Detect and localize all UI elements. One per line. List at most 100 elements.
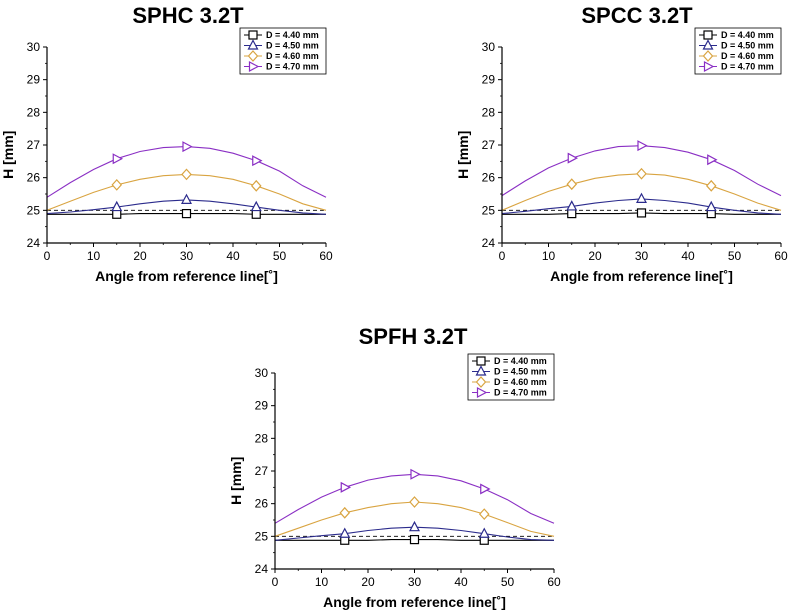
series-3-marker (182, 141, 193, 153)
y-tick-label: 27 (482, 138, 496, 152)
chart-panel-sphc: SPHC 3.2T 0 10 20 30 40 50 60 24 25 26 27 28 29 30 Angl… (0, 3, 333, 284)
series-1-marker (250, 200, 262, 212)
legend-label: D = 4.60 mm (721, 51, 774, 61)
series-1-marker (705, 200, 717, 212)
series-3-marker (707, 154, 718, 166)
series-1-marker (111, 200, 123, 212)
x-axis-label: Angle from reference line[˚] (95, 268, 278, 284)
series-3-marker (480, 483, 491, 495)
x-tick-label: 0 (44, 249, 51, 263)
y-tick-label: 26 (482, 171, 496, 185)
x-tick-label: 0 (272, 575, 279, 589)
y-tick-label: 24 (255, 562, 269, 576)
legend-label: D = 4.40 mm (266, 30, 319, 40)
series-3-marker (567, 152, 579, 164)
legend-marker (703, 61, 715, 72)
series-1-marker (566, 200, 578, 211)
x-tick-label: 60 (774, 249, 788, 263)
y-tick-label: 26 (27, 171, 41, 185)
y-tick-label: 26 (255, 497, 269, 511)
series-0-marker (567, 209, 577, 219)
x-tick-label: 30 (180, 249, 194, 263)
legend-marker (475, 365, 487, 376)
x-axis-label: Angle from reference line[˚] (550, 268, 733, 284)
x-tick-label: 10 (542, 249, 556, 263)
y-axis-label: H [mm] (455, 131, 471, 179)
x-tick-label: 20 (361, 575, 375, 589)
y-tick-label: 30 (27, 40, 41, 54)
series-2-marker (636, 167, 647, 180)
legend-marker (247, 50, 259, 62)
y-tick-label: 28 (482, 105, 496, 119)
legend-marker (248, 30, 258, 40)
x-axis-label: Angle from reference line[˚] (323, 594, 506, 610)
series-2-marker (250, 179, 262, 192)
x-tick-label: 20 (588, 249, 602, 263)
series-3-marker (637, 140, 648, 152)
chart-title: SPHC 3.2T (132, 3, 244, 28)
legend-marker (476, 356, 486, 366)
legend-label: D = 4.40 mm (494, 356, 547, 366)
legend: D = 4.40 mmD = 4.50 mmD = 4.60 mmD = 4.7… (239, 27, 327, 75)
series-2-marker (409, 496, 420, 508)
y-tick-label: 25 (27, 203, 41, 217)
legend-marker (702, 39, 714, 50)
series-2-marker (566, 178, 578, 191)
legend-label: D = 4.40 mm (721, 30, 774, 40)
y-tick-label: 27 (255, 464, 269, 478)
x-tick-label: 40 (226, 249, 240, 263)
series-1-marker (339, 527, 351, 538)
legend-marker (703, 30, 713, 40)
legend-label: D = 4.60 mm (266, 51, 319, 61)
chart-title: SPFH 3.2T (359, 324, 468, 349)
x-tick-label: 10 (87, 249, 101, 263)
y-tick-label: 25 (482, 203, 496, 217)
y-axis-label: H [mm] (228, 457, 244, 505)
x-tick-label: 30 (635, 249, 649, 263)
y-tick-label: 28 (255, 431, 269, 445)
x-tick-label: 30 (408, 575, 422, 589)
y-tick-label: 29 (255, 399, 269, 413)
legend-marker (702, 50, 714, 62)
series-2-marker (339, 506, 351, 519)
series-0-marker (251, 209, 261, 219)
series-2-marker (111, 178, 123, 191)
series-2-marker (181, 168, 192, 181)
y-tick-label: 24 (482, 236, 496, 250)
legend-marker (475, 376, 487, 388)
x-tick-label: 40 (681, 249, 695, 263)
y-tick-label: 29 (27, 73, 41, 87)
x-tick-label: 40 (454, 575, 468, 589)
y-tick-label: 30 (255, 366, 269, 380)
series-0-marker (409, 534, 420, 545)
y-tick-label: 24 (27, 236, 41, 250)
legend-label: D = 4.50 mm (494, 367, 547, 377)
y-tick-label: 25 (255, 529, 269, 543)
x-tick-label: 50 (273, 249, 287, 263)
chart-title: SPCC 3.2T (581, 3, 693, 28)
series-3-marker (252, 155, 263, 167)
chart-panel-spfh: SPFH 3.2T 0 10 20 30 40 50 60 24 25 26 27 28 29 30 Angl… (228, 324, 561, 610)
series-0-marker (636, 208, 647, 218)
series-0-marker (181, 209, 192, 219)
legend-label: D = 4.50 mm (266, 41, 319, 51)
legend-label: D = 4.70 mm (721, 62, 774, 72)
series-2-marker (478, 508, 490, 521)
series-1-marker (409, 520, 420, 532)
y-tick-label: 28 (27, 105, 41, 119)
series-3-marker (410, 468, 421, 480)
x-tick-label: 50 (501, 575, 515, 589)
legend-label: D = 4.70 mm (494, 388, 547, 398)
series-0-marker (112, 209, 122, 219)
legend-label: D = 4.70 mm (266, 62, 319, 72)
series-3-marker (340, 481, 352, 493)
series-1-marker (181, 193, 192, 204)
x-tick-label: 60 (319, 249, 333, 263)
legend-marker (248, 61, 260, 72)
y-tick-label: 29 (482, 73, 496, 87)
x-tick-label: 0 (499, 249, 506, 263)
legend-marker (247, 39, 259, 50)
x-tick-label: 60 (547, 575, 561, 589)
chart-panel-spcc: SPCC 3.2T 0 10 20 30 40 50 60 24 25 26 27 28 29 30 Angl… (455, 3, 788, 284)
